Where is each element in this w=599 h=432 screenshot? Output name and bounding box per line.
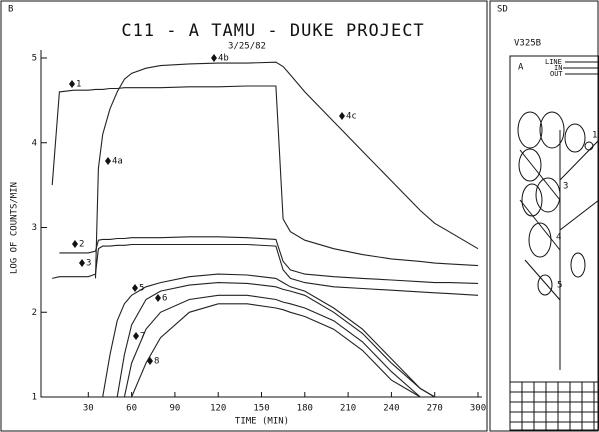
series-line [116,282,435,398]
annotation-marker [105,157,111,165]
series-line [123,294,421,398]
series-line [94,61,479,279]
side-panel: SD V325B A LINE IN OUT [489,0,599,432]
annotation-marker [211,54,217,62]
y-tick-label: 4 [32,138,37,148]
annotation: 2 [79,240,84,250]
x-axis-label: TIME (MIN) [235,417,289,427]
plot-frame [40,50,482,398]
chart-subtitle: 3/25/82 [228,42,266,52]
annotation-marker [72,240,78,248]
annotation-marker [339,112,345,120]
panel-number: 1 [592,131,597,141]
annotation-marker [69,80,75,88]
annotation: 4b [218,54,229,64]
x-tick-label: 210 [340,404,356,414]
out-label: OUT [550,70,563,78]
corner-label: B [8,5,13,15]
x-tick-label: 90 [169,404,180,414]
tree-drawing [517,111,599,301]
y-axis-label: LOG OF COUNTS/MIN [10,182,20,274]
annotation-marker [155,294,161,302]
x-tick-label: 60 [126,404,137,414]
y-tick-label: 1 [32,393,37,403]
panel-title: V325B [514,39,541,49]
series-line [131,303,421,398]
x-tick-label: 150 [253,404,269,414]
annotation: 1 [76,80,81,90]
series-line [51,85,479,267]
x-tick-label: 240 [383,404,399,414]
annotation-marker [79,259,85,267]
panel-number: 3 [563,182,568,192]
in-label: IN [554,64,562,72]
panel-number: 5 [557,281,562,291]
y-tick-label: 3 [32,223,37,233]
y-tick-label: 5 [32,54,37,64]
annotation-marker [147,357,153,365]
annotation: 7 [140,332,145,342]
chart-title: C11 - A TAMU - DUKE PROJECT [121,21,424,41]
y-tick-label: 2 [32,308,37,318]
annotation: 5 [139,284,144,294]
line-label: LINE [545,58,562,66]
annotation: 4a [112,157,123,167]
series-line [52,243,479,296]
x-tick-label: 300 [470,404,486,414]
annotation: 6 [162,294,167,304]
panel-box [509,55,599,431]
chart-frame [0,0,488,432]
x-tick-label: 270 [427,404,443,414]
panel-corner: SD [497,5,508,15]
series-line [59,236,479,284]
annotation: 8 [154,357,159,367]
bottom-grid [510,381,599,430]
annotation-marker [132,284,138,292]
x-tick-label: 120 [210,404,226,414]
x-tick-label: 180 [297,404,313,414]
annotation: 4c [346,112,357,122]
annotation: 3 [86,259,91,269]
annotation-marker [133,332,139,340]
panel-frame [489,0,599,432]
x-tick-label: 30 [83,404,94,414]
panel-number: 4 [556,233,561,243]
series-line [102,273,435,398]
panel-label: A [518,63,524,73]
